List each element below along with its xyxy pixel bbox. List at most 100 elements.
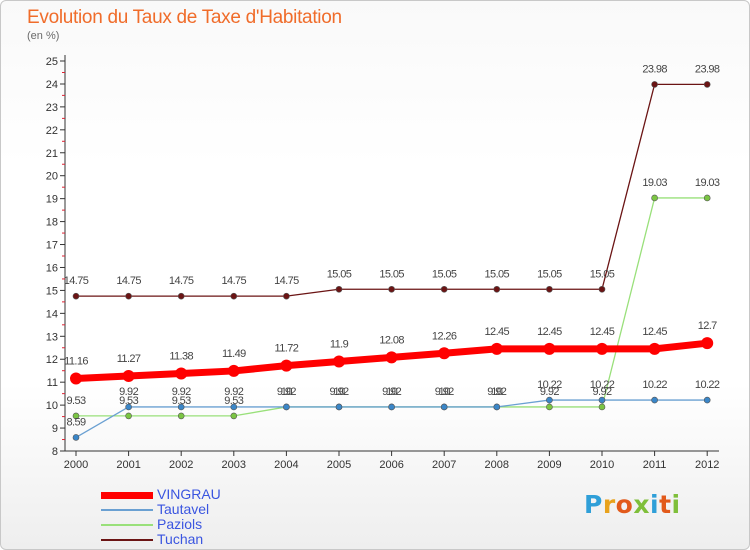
x-tick-label: 2000 <box>64 459 88 471</box>
data-point-tautavel <box>230 403 238 411</box>
data-point-tautavel <box>651 396 658 404</box>
data-point-tuchan <box>177 292 185 300</box>
data-label-paziols: 9.92 <box>592 386 611 398</box>
data-label-tuchan: 14.75 <box>274 275 299 287</box>
y-tick-label: 15 <box>46 285 58 297</box>
y-tick-label: 10 <box>46 400 58 412</box>
data-label-vingrau: 12.08 <box>379 334 404 346</box>
data-point-vingrau <box>648 342 661 355</box>
data-label-tautavel: 10 <box>281 386 293 398</box>
data-label-tuchan: 15.05 <box>485 268 510 280</box>
y-tick-label: 12 <box>46 354 58 366</box>
data-label-tautavel: 8.59 <box>66 416 85 428</box>
data-point-paziols <box>546 403 553 411</box>
data-label-tuchan: 15.05 <box>327 268 352 280</box>
data-label-tautavel: 10.22 <box>537 379 562 391</box>
data-label-tuchan: 15.05 <box>379 268 404 280</box>
data-point-tuchan <box>440 285 448 293</box>
legend-label: Tautavel <box>157 501 210 517</box>
data-point-vingrau <box>701 337 714 350</box>
data-label-tuchan: 15.05 <box>432 268 457 280</box>
data-label-tuchan: 15.05 <box>537 268 562 280</box>
logo-letter: o <box>615 490 634 519</box>
data-label-tuchan: 23.98 <box>695 63 720 75</box>
data-point-vingrau <box>543 342 556 355</box>
data-label-tautavel: 10 <box>491 386 503 398</box>
chart-subtitle: (en %) <box>27 30 60 42</box>
data-label-paziols: 9.53 <box>224 395 243 407</box>
data-label-vingrau: 12.45 <box>537 326 562 338</box>
data-point-tuchan <box>703 81 711 88</box>
data-label-tautavel: 10.22 <box>642 379 667 391</box>
logo-letter: x <box>633 490 650 519</box>
data-label-paziols: 9.53 <box>172 395 191 407</box>
y-tick-label: 22 <box>46 125 58 137</box>
y-tick-label: 19 <box>46 194 58 206</box>
legend-label: Tuchan <box>157 531 204 547</box>
data-label-vingrau: 12.45 <box>590 326 615 338</box>
data-point-vingrau <box>385 351 398 364</box>
x-tick-label: 2005 <box>327 459 351 471</box>
data-point-tautavel <box>177 403 185 411</box>
data-point-tuchan <box>598 285 606 293</box>
y-tick-label: 14 <box>46 308 58 320</box>
legend-label: Paziols <box>157 516 203 532</box>
data-label-tautavel: 9.92 <box>172 386 191 398</box>
data-point-tuchan <box>546 285 553 293</box>
data-label-tautavel: 10.22 <box>695 379 720 391</box>
data-label-paziols: 19.03 <box>695 177 720 189</box>
y-tick-label: 8 <box>52 446 58 458</box>
y-tick-label: 18 <box>46 217 58 229</box>
logo-letter: r <box>602 490 616 519</box>
x-tick-label: 2011 <box>643 459 667 471</box>
series-line-tuchan <box>75 83 708 297</box>
legend-label: VINGRAU <box>157 486 221 502</box>
data-label-tuchan: 14.75 <box>169 275 194 287</box>
data-label-vingrau: 11.9 <box>330 339 349 351</box>
data-label-tautavel: 9.92 <box>119 386 138 398</box>
data-point-vingrau <box>175 367 188 380</box>
x-tick-label: 2003 <box>222 459 246 471</box>
data-label-tautavel: 9.92 <box>224 386 243 398</box>
y-tick-label: 16 <box>46 262 58 274</box>
logo-letter: i <box>671 490 681 519</box>
data-point-tuchan <box>125 292 132 300</box>
y-tick-label: 24 <box>46 79 58 91</box>
data-point-tuchan <box>388 285 395 293</box>
data-point-vingrau <box>227 364 240 377</box>
y-tick-label: 11 <box>47 377 58 389</box>
data-label-tautavel: 10.22 <box>590 379 615 391</box>
data-point-tautavel <box>598 396 606 404</box>
data-point-tautavel <box>546 396 553 404</box>
y-tick-label: 23 <box>46 102 58 114</box>
data-label-tuchan: 14.75 <box>116 275 141 287</box>
data-label-paziols: 9.92 <box>435 386 454 398</box>
legend-swatch <box>101 491 153 499</box>
data-point-tautavel <box>440 403 448 411</box>
data-label-tautavel: 10 <box>386 386 398 398</box>
data-label-vingrau: 12.45 <box>642 326 667 338</box>
data-point-paziols <box>598 403 606 411</box>
data-point-tuchan <box>493 285 501 293</box>
data-point-paziols <box>651 194 658 202</box>
y-tick-label: 13 <box>46 331 58 343</box>
data-label-vingrau: 11.16 <box>64 356 88 368</box>
data-label-paziols: 9.92 <box>540 386 559 398</box>
x-tick-label: 2009 <box>537 459 561 471</box>
data-label-paziols: 9.53 <box>66 395 85 407</box>
x-tick-label: 2004 <box>274 459 298 471</box>
x-tick-label: 2002 <box>169 459 193 471</box>
data-label-tuchan: 14.75 <box>222 275 247 287</box>
data-point-tautavel <box>703 396 711 404</box>
data-point-tuchan <box>335 285 343 293</box>
data-label-tautavel: 10 <box>333 386 345 398</box>
data-point-paziols <box>72 412 80 420</box>
data-point-tautavel <box>493 403 501 411</box>
x-tick-label: 2006 <box>379 459 403 471</box>
data-point-vingrau <box>122 369 135 382</box>
data-point-tuchan <box>651 81 658 88</box>
data-point-tautavel <box>283 403 290 411</box>
data-label-tuchan: 23.98 <box>642 63 667 75</box>
data-point-vingrau <box>596 342 608 355</box>
